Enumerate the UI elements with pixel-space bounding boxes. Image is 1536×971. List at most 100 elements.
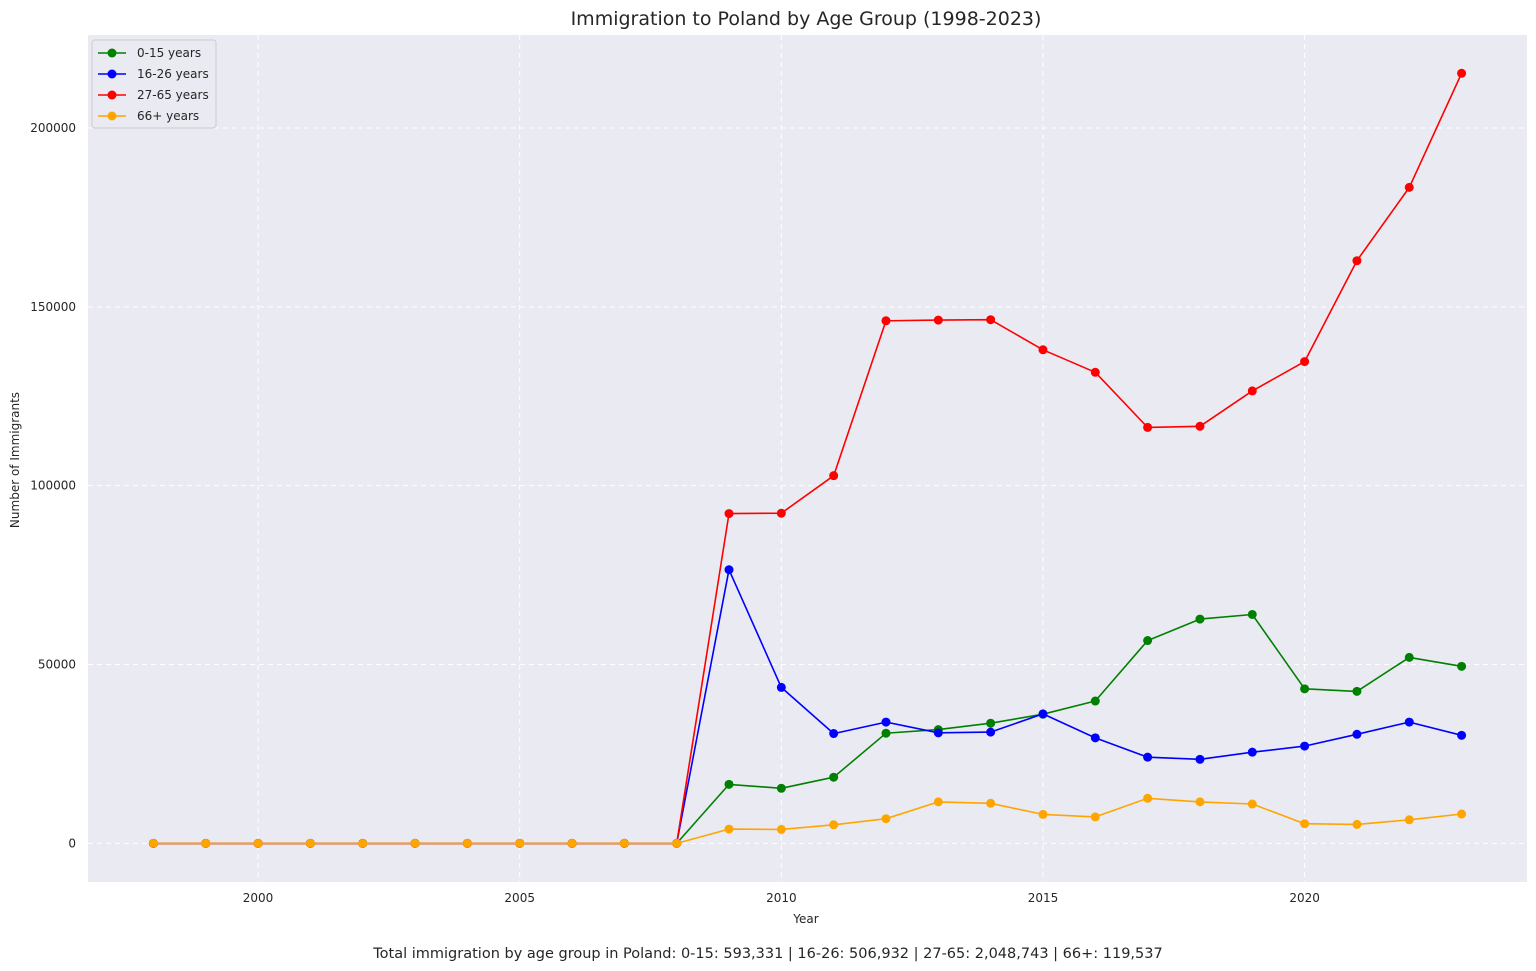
data-point bbox=[1404, 182, 1414, 192]
data-point bbox=[724, 565, 734, 575]
y-tick-label: 200000 bbox=[30, 121, 76, 135]
data-point bbox=[1195, 421, 1205, 431]
data-point bbox=[253, 838, 263, 848]
y-tick-label: 50000 bbox=[38, 658, 76, 672]
data-point bbox=[1195, 614, 1205, 624]
data-point bbox=[829, 820, 839, 830]
data-point bbox=[986, 315, 996, 325]
data-point bbox=[1143, 636, 1153, 646]
data-point bbox=[776, 682, 786, 692]
data-point bbox=[829, 772, 839, 782]
data-point bbox=[1352, 819, 1362, 829]
legend: 0-15 years 16-26 years 27-65 years 66+ year… bbox=[91, 39, 217, 129]
plot-area bbox=[88, 35, 1527, 882]
data-point bbox=[1404, 815, 1414, 825]
footnote-totals: Total immigration by age group in Poland… bbox=[372, 946, 1162, 962]
legend-marker bbox=[107, 69, 117, 79]
data-point bbox=[986, 718, 996, 728]
series-layer bbox=[148, 68, 1467, 848]
data-point bbox=[1352, 686, 1362, 696]
data-point bbox=[724, 779, 734, 789]
data-point bbox=[881, 717, 891, 727]
y-axis-label: Number of Immigrants bbox=[8, 392, 22, 528]
legend-marker bbox=[107, 90, 117, 100]
legend-marker bbox=[107, 48, 117, 58]
legend-marker bbox=[107, 111, 117, 121]
data-point bbox=[1143, 752, 1153, 762]
data-point bbox=[881, 814, 891, 824]
data-point bbox=[1457, 661, 1467, 671]
data-point bbox=[1195, 754, 1205, 764]
x-tick-label: 2015 bbox=[1028, 891, 1059, 905]
data-point bbox=[567, 838, 577, 848]
y-axis-ticks: 0 50000 100000 150000 200000 bbox=[30, 121, 76, 850]
legend-label: 27-65 years bbox=[137, 88, 209, 102]
data-point bbox=[1038, 345, 1048, 355]
x-tick-label: 2010 bbox=[766, 891, 797, 905]
legend-entry: 27-65 years bbox=[98, 88, 209, 102]
legend-entry: 66+ years bbox=[98, 109, 199, 123]
data-point bbox=[1247, 386, 1257, 396]
data-point bbox=[986, 727, 996, 737]
legend-label: 66+ years bbox=[137, 109, 199, 123]
data-point bbox=[1457, 809, 1467, 819]
data-point bbox=[1404, 652, 1414, 662]
data-point bbox=[1352, 256, 1362, 266]
data-point bbox=[305, 838, 315, 848]
data-point bbox=[986, 798, 996, 808]
data-point bbox=[619, 838, 629, 848]
data-point bbox=[1300, 357, 1310, 367]
data-point bbox=[1143, 422, 1153, 432]
data-point bbox=[1300, 741, 1310, 751]
data-point bbox=[1300, 819, 1310, 829]
data-point bbox=[724, 509, 734, 519]
y-tick-label: 0 bbox=[68, 836, 76, 850]
data-point bbox=[1090, 812, 1100, 822]
data-point bbox=[1038, 709, 1048, 719]
data-point bbox=[776, 824, 786, 834]
data-point bbox=[933, 315, 943, 325]
data-point bbox=[1352, 729, 1362, 739]
data-point bbox=[829, 471, 839, 481]
data-point bbox=[1457, 68, 1467, 78]
data-point bbox=[1090, 367, 1100, 377]
data-point bbox=[881, 316, 891, 326]
y-tick-label: 100000 bbox=[30, 479, 76, 493]
data-point bbox=[881, 728, 891, 738]
data-point bbox=[776, 508, 786, 518]
series-line bbox=[153, 797, 1462, 845]
data-point bbox=[933, 728, 943, 738]
data-point bbox=[1195, 797, 1205, 807]
data-point bbox=[776, 783, 786, 793]
data-point bbox=[358, 838, 368, 848]
data-point bbox=[410, 838, 420, 848]
data-point bbox=[1090, 733, 1100, 743]
legend-frame bbox=[91, 39, 217, 129]
data-point bbox=[672, 838, 682, 848]
x-tick-label: 2000 bbox=[243, 891, 274, 905]
data-point bbox=[462, 838, 472, 848]
data-point bbox=[201, 838, 211, 848]
x-tick-label: 2005 bbox=[504, 891, 535, 905]
data-point bbox=[515, 838, 525, 848]
series-66-years bbox=[148, 793, 1467, 848]
data-point bbox=[1143, 793, 1153, 803]
data-point bbox=[933, 797, 943, 807]
data-point bbox=[1457, 730, 1467, 740]
x-axis-label: Year bbox=[792, 912, 818, 926]
legend-entry: 16-26 years bbox=[98, 67, 209, 81]
legend-entry: 0-15 years bbox=[98, 46, 201, 60]
chart-title: Immigration to Poland by Age Group (1998… bbox=[571, 8, 1042, 30]
x-axis-ticks: 2000 2005 2010 2015 2020 bbox=[243, 891, 1320, 905]
data-point bbox=[1038, 809, 1048, 819]
legend-label: 0-15 years bbox=[137, 46, 201, 60]
data-point bbox=[1090, 696, 1100, 706]
y-tick-label: 150000 bbox=[30, 300, 76, 314]
legend-label: 16-26 years bbox=[137, 67, 209, 81]
data-point bbox=[1247, 609, 1257, 619]
data-point bbox=[1247, 799, 1257, 809]
data-point bbox=[1247, 747, 1257, 757]
data-point bbox=[829, 729, 839, 739]
data-point bbox=[724, 824, 734, 834]
